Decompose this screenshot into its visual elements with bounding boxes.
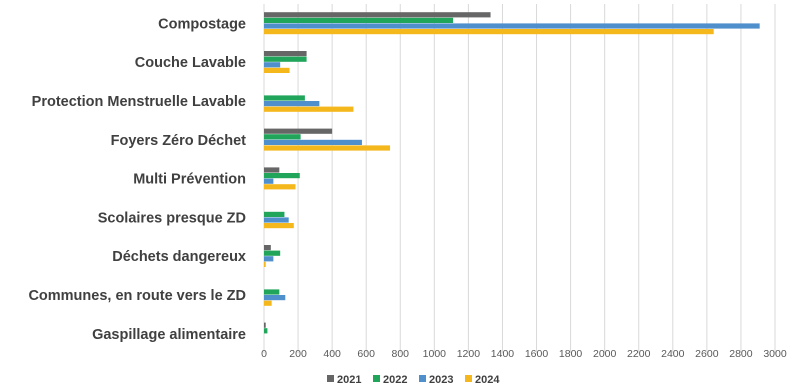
bar: [264, 57, 307, 62]
category-label: Protection Menstruelle Lavable: [32, 94, 246, 110]
legend-swatch: [327, 375, 334, 382]
x-tick-label: 400: [323, 348, 341, 360]
legend-label: 2021: [337, 374, 361, 386]
bar: [264, 129, 332, 134]
bar: [264, 62, 280, 67]
bar: [264, 173, 300, 178]
bar: [264, 29, 714, 34]
x-tick-label: 3000: [763, 348, 787, 360]
legend-swatch: [419, 375, 426, 382]
category-label: Couche Lavable: [135, 55, 246, 71]
legend-label: 2023: [429, 374, 453, 386]
bar: [264, 212, 284, 217]
x-tick-label: 1800: [559, 348, 583, 360]
bar: [264, 223, 294, 228]
bar: [264, 184, 296, 189]
category-label: Scolaires presque ZD: [98, 210, 246, 226]
bar: [264, 140, 362, 145]
bar: [264, 328, 267, 333]
bar: [264, 23, 760, 28]
x-tick-label: 2000: [593, 348, 617, 360]
x-tick-label: 600: [357, 348, 375, 360]
x-tick-label: 2800: [729, 348, 753, 360]
category-label: Foyers Zéro Déchet: [111, 133, 247, 149]
bar: [264, 217, 289, 222]
x-tick-label: 200: [289, 348, 307, 360]
x-tick-label: 1600: [525, 348, 549, 360]
bar: [264, 289, 279, 294]
legend-label: 2022: [383, 374, 407, 386]
bar: [264, 245, 271, 250]
category-label: Gaspillage alimentaire: [92, 327, 246, 343]
category-label: Multi Prévention: [133, 172, 246, 188]
legend-swatch: [373, 375, 380, 382]
legend-swatch: [465, 375, 472, 382]
bar: [264, 134, 301, 139]
bar: [264, 323, 266, 328]
bar: [264, 51, 307, 56]
x-axis-ticks: 0 200 400 600 800 1000 1200 1400 1600 1800 2000 220…: [261, 348, 787, 360]
x-tick-label: 2400: [661, 348, 685, 360]
legend: 2021 2022 2023 2024: [327, 374, 500, 386]
bar: [264, 262, 266, 267]
category-label: Compostage: [158, 16, 246, 32]
bar: [264, 251, 280, 256]
x-tick-label: 1400: [491, 348, 515, 360]
x-tick-label: 1000: [423, 348, 447, 360]
bar: [264, 179, 273, 184]
category-label: Déchets dangereux: [112, 249, 246, 265]
bar: [264, 95, 305, 100]
bar: [264, 107, 353, 112]
x-tick-label: 800: [392, 348, 410, 360]
x-tick-label: 2600: [695, 348, 719, 360]
bar: [264, 256, 273, 261]
bar: [264, 145, 390, 150]
x-tick-label: 1200: [457, 348, 481, 360]
bar: [264, 12, 491, 17]
bar: [264, 301, 272, 306]
bars: [264, 12, 760, 333]
bar: [264, 295, 285, 300]
x-tick-label: 2200: [627, 348, 651, 360]
legend-label: 2024: [475, 374, 500, 386]
bar: [264, 101, 319, 106]
gridlines: [264, 4, 775, 353]
bar: [264, 18, 453, 23]
bar: [264, 68, 290, 73]
category-labels: Compostage Couche Lavable Protection Menst…: [28, 16, 246, 342]
category-label: Communes, en route vers le ZD: [28, 288, 246, 304]
x-tick-label: 0: [261, 348, 267, 360]
bar: [264, 167, 279, 172]
